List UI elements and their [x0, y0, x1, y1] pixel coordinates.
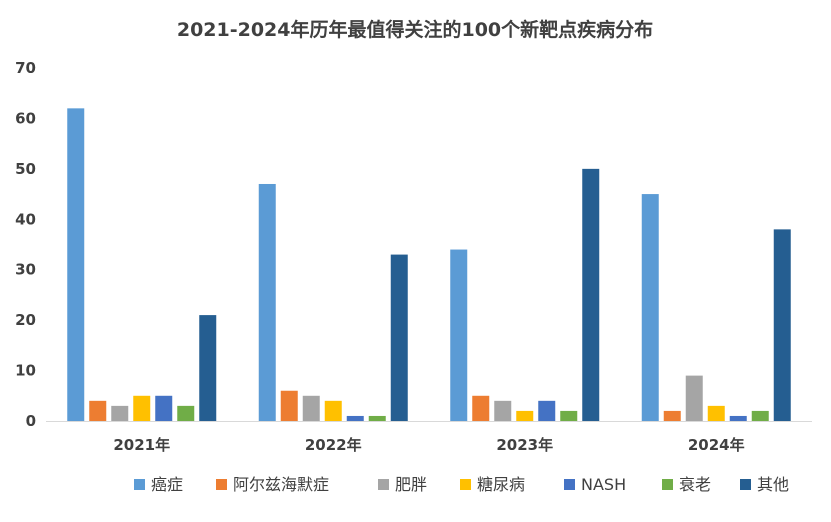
y-tick-label: 30: [15, 261, 36, 279]
legend-label: 衰老: [679, 475, 711, 494]
legend-item: 衰老: [662, 475, 711, 494]
legend-swatch: [740, 479, 751, 490]
bar-肥胖-2021年: [111, 405, 129, 421]
legend-label: 癌症: [151, 475, 183, 494]
bar-阿尔兹海默症-2024年: [663, 410, 681, 421]
legend-label: 阿尔兹海默症: [233, 475, 329, 494]
legend-label: 其他: [757, 475, 789, 494]
bar-肥胖-2023年: [494, 400, 512, 421]
bar-其他-2022年: [390, 254, 408, 421]
bar-肥胖-2022年: [302, 395, 320, 421]
bar-衰老-2024年: [751, 410, 769, 421]
legend-item: 糖尿病: [460, 475, 525, 494]
y-tick-label: 60: [15, 109, 36, 127]
legend-swatch: [216, 479, 227, 490]
bar-NASH-2021年: [155, 395, 173, 421]
bar-其他-2021年: [199, 315, 217, 421]
bar-癌症-2022年: [258, 183, 276, 421]
bar-糖尿病-2023年: [516, 410, 534, 421]
chart-title: 2021-2024年历年最值得关注的100个新靶点疾病分布: [177, 18, 653, 41]
bar-衰老-2021年: [177, 405, 195, 421]
bar-糖尿病-2021年: [133, 395, 151, 421]
legend-swatch: [134, 479, 145, 490]
x-tick-label: 2024年: [688, 436, 745, 454]
legend-swatch: [662, 479, 673, 490]
x-tick-label: 2021年: [113, 436, 170, 454]
bar-癌症-2024年: [641, 194, 659, 421]
legend-label: 糖尿病: [477, 475, 525, 494]
bar-NASH-2024年: [729, 415, 747, 421]
y-tick-label: 40: [15, 210, 36, 228]
legend-item: 其他: [740, 475, 789, 494]
legend-label: NASH: [581, 475, 626, 494]
legend-item: 阿尔兹海默症: [216, 475, 329, 494]
bar-癌症-2023年: [450, 249, 468, 421]
y-tick-label: 20: [15, 311, 36, 329]
y-tick-label: 0: [26, 412, 36, 430]
bar-其他-2024年: [773, 229, 791, 421]
legend-item: 肥胖: [378, 475, 427, 494]
bar-阿尔兹海默症-2022年: [280, 390, 298, 421]
y-tick-label: 10: [15, 362, 36, 380]
legend-label: 肥胖: [395, 475, 427, 494]
legend-swatch: [460, 479, 471, 490]
legend-item: 癌症: [134, 475, 183, 494]
x-tick-label: 2023年: [496, 436, 553, 454]
bar-阿尔兹海默症-2023年: [472, 395, 490, 421]
bar-NASH-2023年: [538, 400, 556, 421]
legend-item: NASH: [564, 475, 626, 494]
bar-其他-2023年: [582, 168, 600, 421]
bar-肥胖-2024年: [685, 375, 703, 421]
y-tick-label: 50: [15, 160, 36, 178]
legend-swatch: [564, 479, 575, 490]
bar-癌症-2021年: [67, 108, 85, 421]
bar-糖尿病-2022年: [324, 400, 342, 421]
legend-swatch: [378, 479, 389, 490]
bar-NASH-2022年: [346, 415, 364, 421]
bar-糖尿病-2024年: [707, 405, 725, 421]
y-tick-label: 70: [15, 59, 36, 77]
x-tick-label: 2022年: [305, 436, 362, 454]
bar-衰老-2023年: [560, 410, 578, 421]
bar-阿尔兹海默症-2021年: [89, 400, 107, 421]
bar-衰老-2022年: [368, 415, 386, 421]
